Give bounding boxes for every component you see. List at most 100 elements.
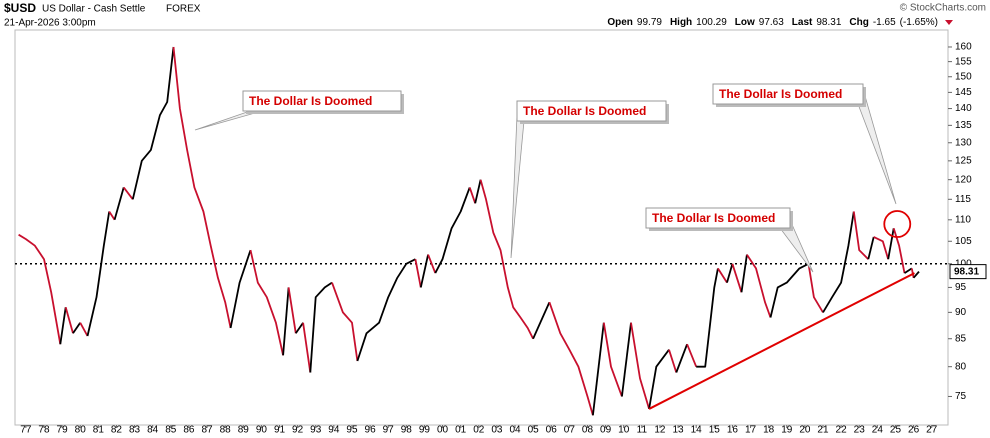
x-tick-label: 81 [93,425,105,436]
x-tick-label: 78 [38,425,50,436]
price-line [630,322,650,410]
y-tick-label: 75 [955,391,967,402]
quote-percent: (-1.65%) [900,17,938,28]
x-tick-label: 90 [256,425,268,436]
y-tick-label: 155 [955,56,972,67]
exchange: FOREX [166,4,201,15]
y-tick-label: 145 [955,87,972,98]
price-line [229,249,252,329]
price-line [79,322,89,337]
x-tick-label: 80 [75,425,87,436]
x-tick-label: 99 [419,425,431,436]
price-line [309,281,333,373]
x-tick-label: 08 [582,425,594,436]
price-line [113,187,125,221]
price-line [287,287,297,334]
price-line [331,282,359,362]
x-tick-label: 92 [292,425,304,436]
x-tick-label: 79 [57,425,69,436]
quote-label: Low [735,17,755,28]
symbol: $USD [4,1,36,15]
price-line [873,236,890,260]
x-tick-label: 05 [528,425,540,436]
y-tick-label: 100 [955,258,972,269]
y-tick-label: 160 [955,42,972,53]
x-tick-label: 97 [383,425,395,436]
date: 21-Apr-2026 3:00pm [4,18,96,29]
x-tick-label: 82 [111,425,123,436]
x-tick-label: 87 [201,425,213,436]
price-line [912,271,920,279]
x-tick-label: 85 [165,425,177,436]
x-tick-label: 07 [564,425,576,436]
x-tick-label: 77 [20,425,32,436]
price-line [18,233,62,345]
price-line [64,307,74,334]
x-tick-label: 01 [455,425,467,436]
price-line [108,211,116,221]
x-tick-label: 14 [691,425,703,436]
x-tick-label: 04 [509,425,521,436]
x-tick-label: 03 [491,425,503,436]
price-line [302,322,312,373]
price-line [72,322,81,334]
price-line [807,263,824,313]
price-line [602,322,623,397]
price-line [717,267,728,284]
instrument-name: US Dollar - Cash Settle [42,4,146,15]
x-tick-label: 91 [274,425,286,436]
y-tick-label: 90 [955,307,967,318]
quote-label: High [670,17,692,28]
last-price-tag [949,264,987,280]
price-line [904,267,913,274]
quote-value: 97.63 [759,17,784,28]
x-tick-label: 88 [220,425,232,436]
price-line [746,254,772,318]
annotation-box [645,207,791,229]
price-line [295,322,304,334]
y-tick-label: 150 [955,71,972,82]
quote-value: 98.31 [816,17,841,28]
price-line [282,287,290,356]
price-line [892,228,906,274]
x-tick-label: 95 [346,425,358,436]
price-line [434,187,471,274]
price-line [419,254,429,288]
price-line [731,263,743,293]
x-tick-label: 06 [546,425,558,436]
x-tick-label: 00 [437,425,449,436]
annotation-pointer [857,95,897,205]
annotation-box [516,100,667,122]
quote-text: Open 99.79 High 100.29 Low 97.63 Last 98.31 Chg -… [607,17,938,28]
price-line [668,349,678,373]
y-tick-label: 120 [955,174,972,185]
annotation-text: The Dollar Is Doomed [523,104,646,118]
x-tick-label: 22 [836,425,848,436]
price-line [621,322,632,397]
x-tick-label: 11 [637,425,648,436]
price-line [172,46,232,329]
x-tick-label: 24 [872,425,884,436]
x-tick-label: 17 [745,425,757,436]
y-tick-label: 110 [955,214,971,225]
x-tick-label: 02 [473,425,485,436]
x-tick-label: 98 [401,425,413,436]
x-tick-label: 86 [183,425,195,436]
x-tick-label: 83 [129,425,141,436]
price-line [675,343,688,373]
price-line [131,46,175,200]
x-tick-label: 20 [799,425,811,436]
price-line [427,254,437,274]
quote-label: Chg [849,17,868,28]
x-tick-label: 21 [817,425,829,436]
y-tick-label: 115 [955,194,971,205]
x-tick-label: 19 [781,425,793,436]
quote-value: 99.79 [637,17,662,28]
price-line [852,211,869,260]
annotation-pointer [510,114,525,259]
price-line [887,228,895,260]
y-tick-label: 80 [955,361,967,372]
price-line [548,301,594,416]
y-tick-label: 130 [955,137,972,148]
